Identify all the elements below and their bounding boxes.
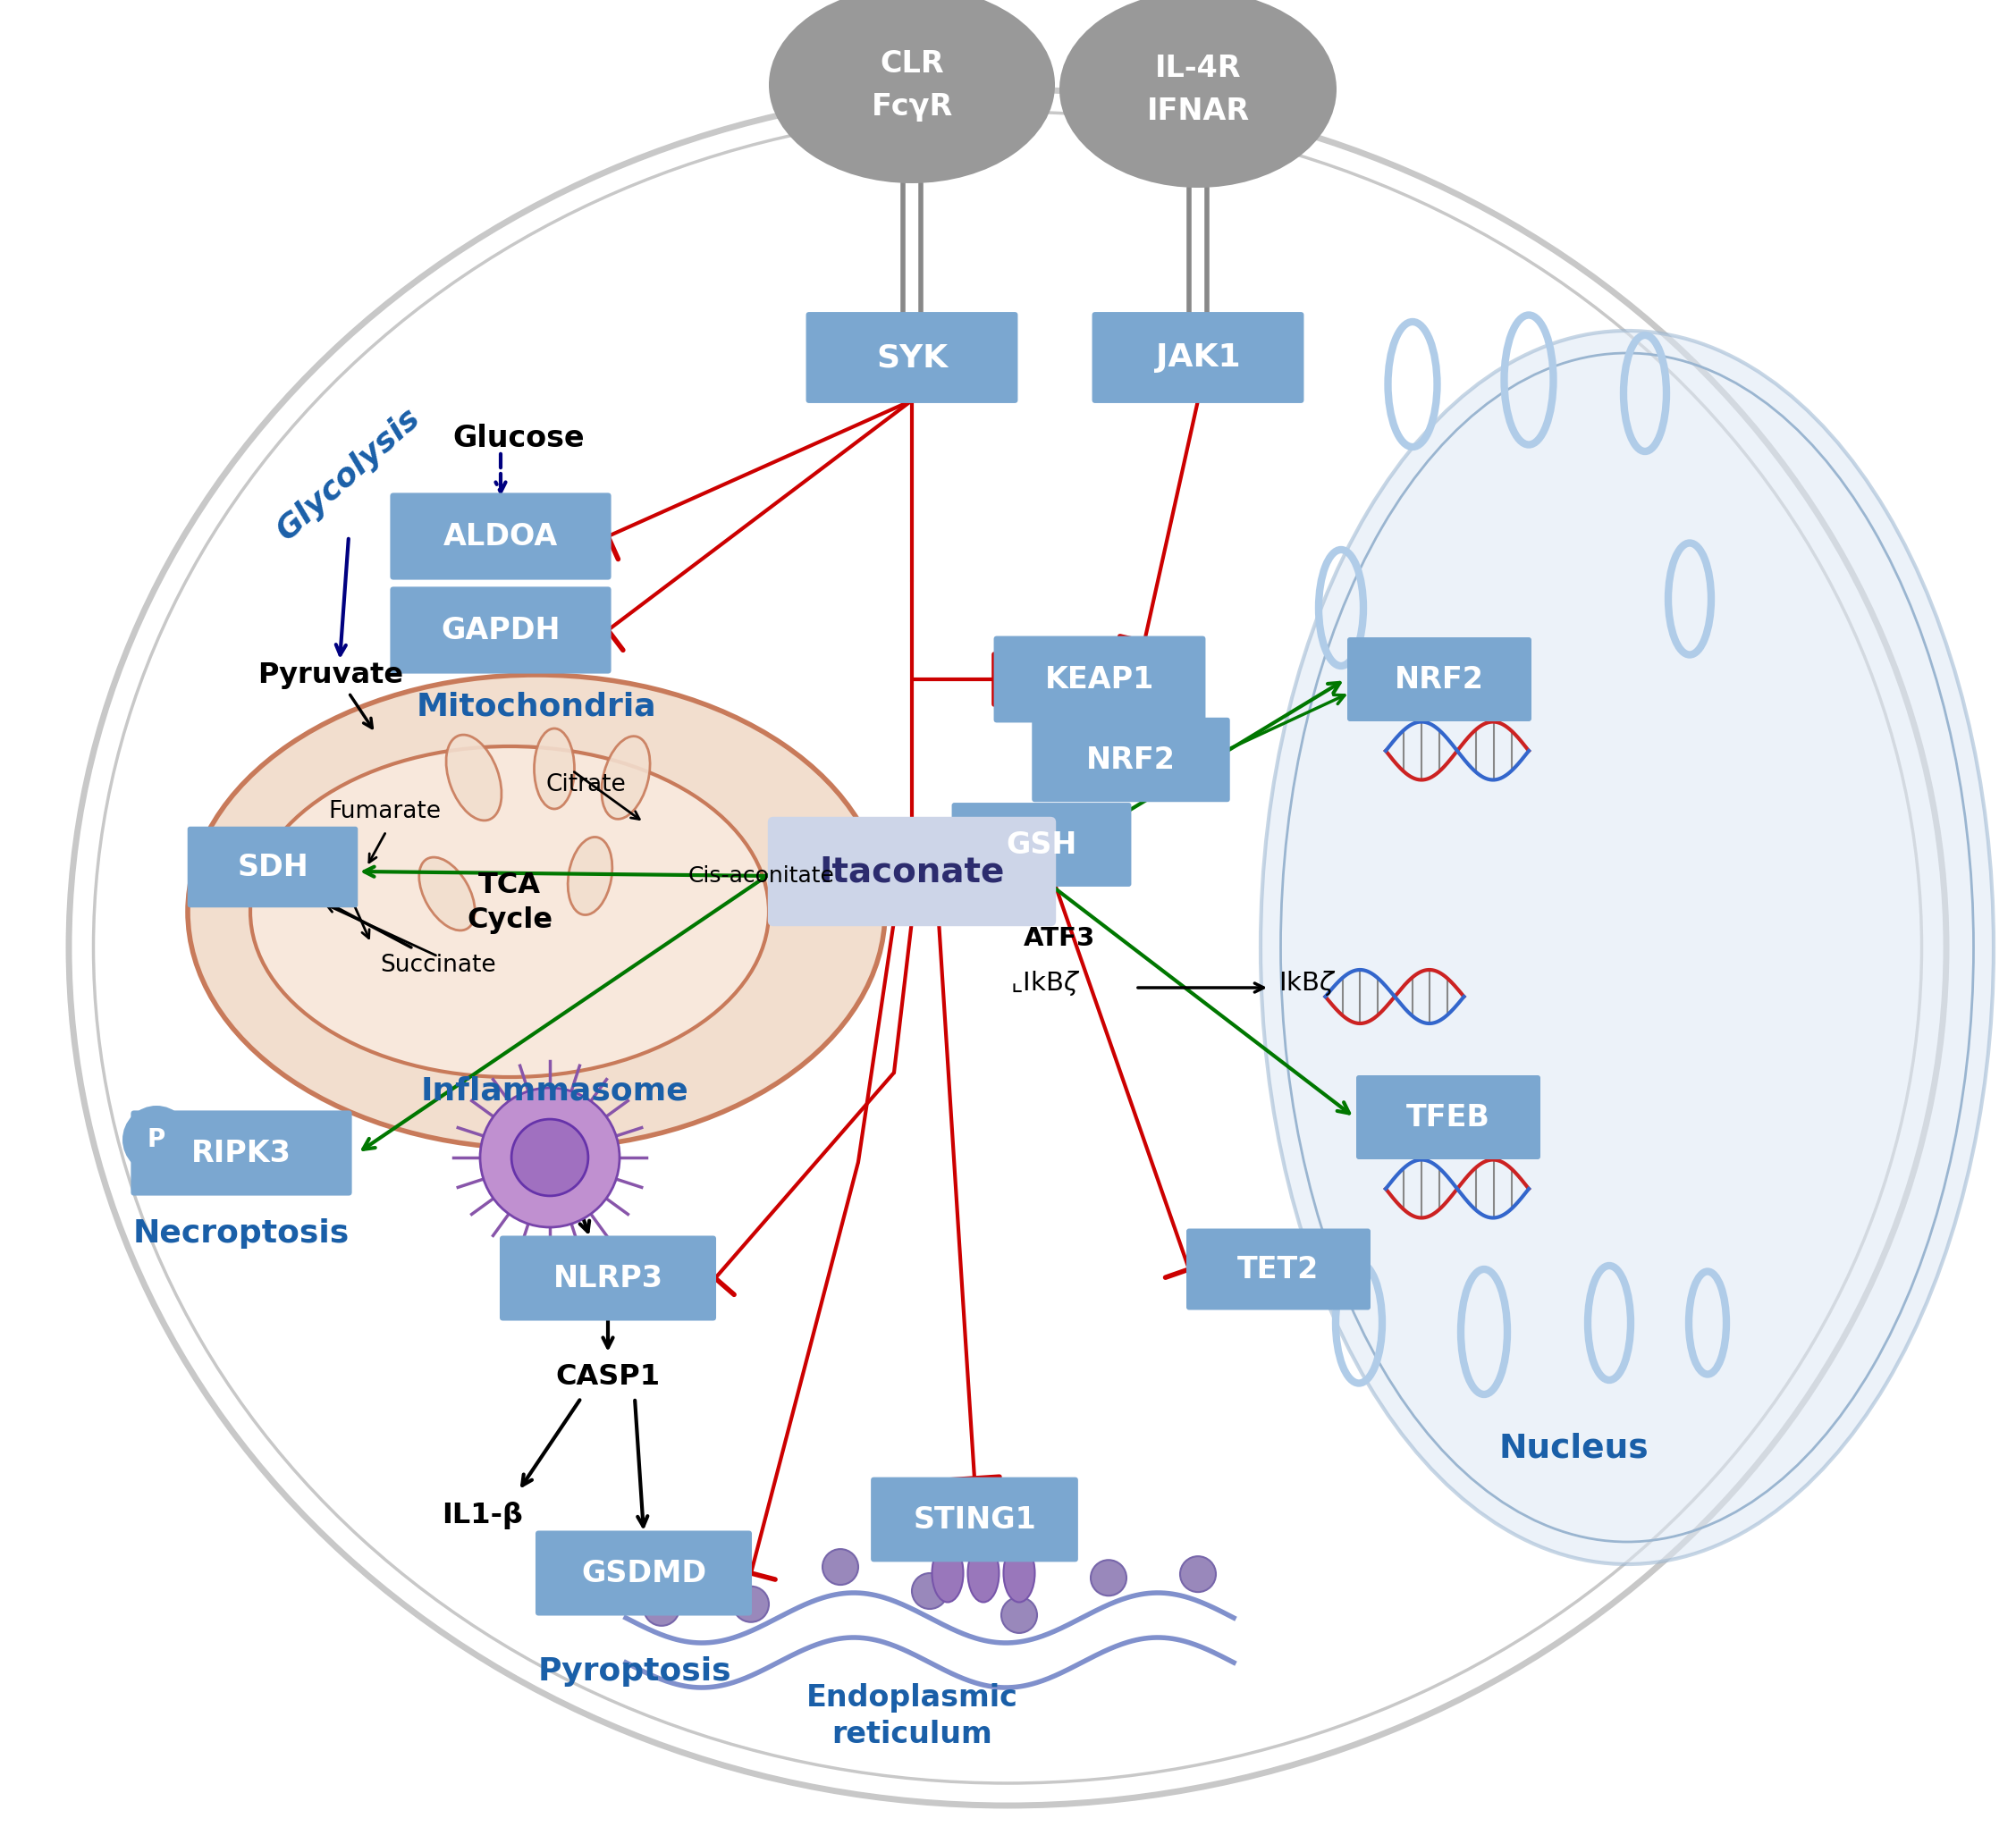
Text: IFNAR: IFNAR [1147,97,1250,126]
Ellipse shape [1058,0,1337,188]
Ellipse shape [1260,331,1994,1564]
Circle shape [1002,1597,1036,1633]
Ellipse shape [968,1544,1000,1602]
Ellipse shape [768,0,1054,183]
Text: Inflammasome: Inflammasome [419,1076,687,1105]
FancyBboxPatch shape [1185,1228,1371,1310]
Text: Succinate: Succinate [381,954,496,977]
Text: Pyroptosis: Pyroptosis [538,1657,732,1686]
FancyBboxPatch shape [500,1235,716,1321]
Text: NRF2: NRF2 [1395,665,1484,694]
Ellipse shape [569,837,613,915]
FancyBboxPatch shape [994,636,1206,723]
Circle shape [1091,1560,1127,1595]
Ellipse shape [931,1544,964,1602]
Ellipse shape [446,734,502,820]
Ellipse shape [187,674,885,1149]
Circle shape [823,1549,859,1584]
Text: STING1: STING1 [913,1505,1036,1535]
Text: Glucose: Glucose [452,424,585,453]
Text: Nucleus: Nucleus [1498,1432,1649,1463]
FancyBboxPatch shape [391,493,611,579]
FancyBboxPatch shape [1032,718,1230,802]
Circle shape [734,1586,768,1622]
Text: IL-4R: IL-4R [1155,53,1242,82]
FancyBboxPatch shape [536,1531,752,1615]
Text: KEAP1: KEAP1 [1044,665,1155,694]
Text: JAK1: JAK1 [1155,342,1240,373]
Text: Endoplasmic
reticulum: Endoplasmic reticulum [806,1683,1018,1748]
Text: Necroptosis: Necroptosis [133,1219,349,1248]
Text: GSH: GSH [1006,829,1077,859]
Text: CASP1: CASP1 [556,1363,661,1390]
Circle shape [512,1120,589,1197]
Text: Cis-aconitate: Cis-aconitate [687,866,835,886]
Circle shape [643,1589,679,1626]
Text: $\llcorner$IkB$\zeta$: $\llcorner$IkB$\zeta$ [1010,968,1081,998]
Circle shape [1179,1557,1216,1591]
Text: SYK: SYK [877,342,948,373]
Text: ALDOA: ALDOA [444,521,558,552]
FancyBboxPatch shape [871,1478,1079,1562]
Text: Mitochondria: Mitochondria [417,691,657,722]
Text: SDH: SDH [238,851,308,882]
Ellipse shape [1004,1544,1034,1602]
Text: ATF3: ATF3 [1024,926,1095,952]
FancyBboxPatch shape [187,826,359,908]
Ellipse shape [250,747,768,1078]
Text: IkB$\zeta$: IkB$\zeta$ [1278,968,1337,998]
Text: CLR: CLR [879,49,943,79]
Text: NRF2: NRF2 [1087,745,1175,775]
Text: GSDMD: GSDMD [581,1558,706,1588]
FancyBboxPatch shape [768,817,1056,926]
Ellipse shape [601,736,649,818]
Circle shape [480,1087,619,1228]
Text: IL1-β: IL1-β [442,1502,524,1529]
FancyBboxPatch shape [806,312,1018,404]
Circle shape [911,1573,948,1610]
FancyBboxPatch shape [131,1111,353,1195]
Text: Citrate: Citrate [546,773,625,797]
Text: Fumarate: Fumarate [329,800,442,824]
Text: FcγR: FcγR [871,91,954,121]
FancyBboxPatch shape [1093,312,1304,404]
Circle shape [123,1105,190,1173]
FancyBboxPatch shape [391,586,611,674]
Text: TET2: TET2 [1238,1255,1318,1284]
Text: Pyruvate: Pyruvate [258,661,403,689]
Text: Glycolysis: Glycolysis [270,402,425,546]
Text: TCA
Cycle: TCA Cycle [466,871,552,934]
Text: NLRP3: NLRP3 [552,1264,663,1294]
Text: GAPDH: GAPDH [442,616,560,645]
FancyBboxPatch shape [952,802,1131,886]
Ellipse shape [534,729,575,809]
Text: RIPK3: RIPK3 [192,1138,292,1167]
Text: Itaconate: Itaconate [818,855,1004,888]
FancyBboxPatch shape [1357,1076,1540,1160]
Ellipse shape [419,857,476,930]
Text: TFEB: TFEB [1407,1102,1490,1133]
FancyBboxPatch shape [1347,638,1532,722]
Text: P: P [147,1127,165,1153]
